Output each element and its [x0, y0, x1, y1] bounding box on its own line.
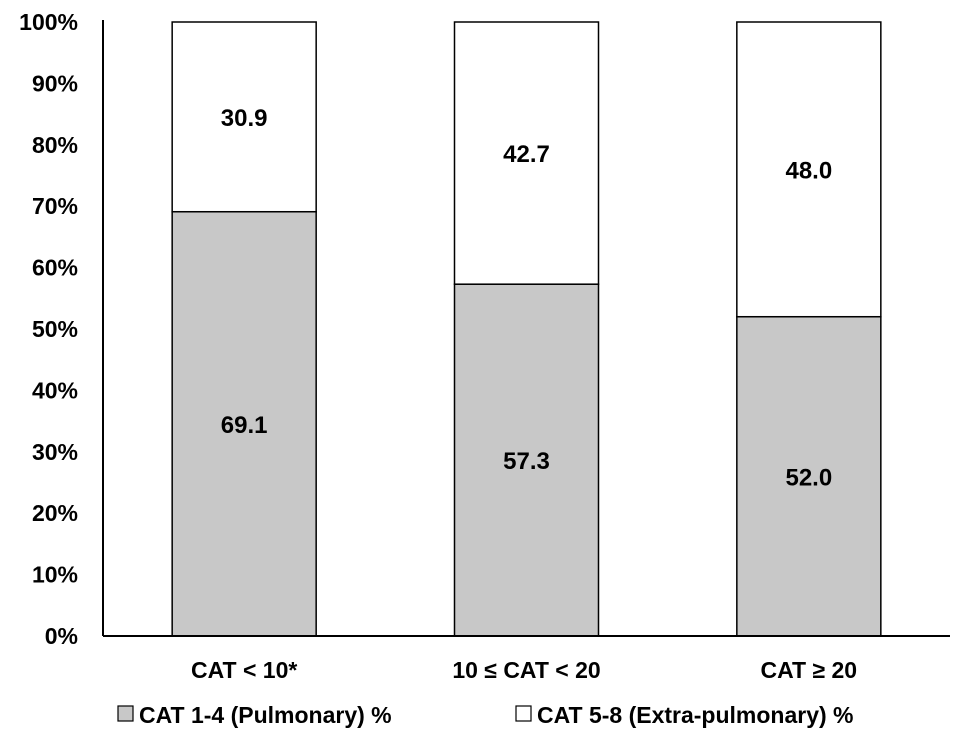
bar-segment-extra-pulmonary [736, 21, 882, 318]
data-label: 48.0 [785, 157, 832, 184]
bars: 69.1 30.9 57.3 42.7 52.0 48.0 [171, 21, 882, 637]
y-tick-label: 80% [32, 132, 78, 158]
y-tick-label: 0% [45, 623, 78, 649]
bar-segment-extra-pulmonary [453, 21, 600, 285]
data-label: 52.0 [785, 464, 832, 491]
legend-swatch [117, 705, 134, 722]
y-tick-label: 40% [32, 377, 78, 403]
x-category-label: CAT ≥ 20 [761, 657, 858, 683]
y-tick-label: 70% [32, 193, 78, 219]
y-tick-label: 90% [32, 70, 78, 96]
x-axis: CAT < 10* 10 ≤ CAT < 20 CAT ≥ 20 [103, 635, 950, 683]
x-category-label: 10 ≤ CAT < 20 [452, 657, 600, 683]
y-tick-label: 60% [32, 255, 78, 281]
legend-label: CAT 1-4 (Pulmonary) % [139, 702, 392, 728]
data-label: 30.9 [221, 105, 268, 132]
bar-segment-pulmonary [736, 315, 882, 637]
legend-label: CAT 5-8 (Extra-pulmonary) % [537, 702, 854, 728]
legend: CAT 1-4 (Pulmonary) % CAT 5-8 (Extra-pulm… [117, 702, 854, 728]
x-category-label: CAT < 10* [191, 657, 297, 683]
y-tick-label: 20% [32, 500, 78, 526]
data-label: 42.7 [503, 141, 550, 168]
y-tick-label: 50% [32, 316, 78, 342]
y-tick-label: 10% [32, 562, 78, 588]
y-tick-label: 100% [19, 9, 78, 35]
bar-segment-extra-pulmonary [171, 21, 317, 213]
data-label: 69.1 [221, 412, 268, 439]
y-tick-label: 30% [32, 439, 78, 465]
data-label: 57.3 [503, 448, 550, 475]
y-axis: 0% 10% 20% 30% 40% 50% 60% 70% 80% 90% 100% [19, 9, 104, 649]
legend-swatch [515, 705, 532, 722]
